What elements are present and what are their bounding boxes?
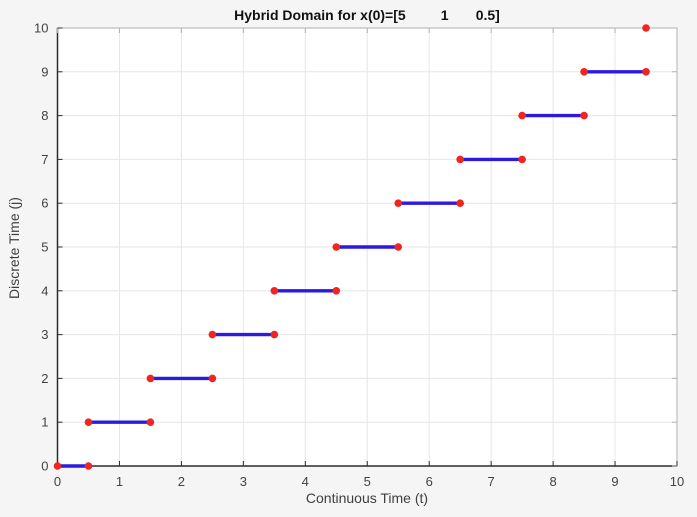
jump-marker [394, 199, 403, 207]
x-axis-label: Continuous Time (t) [305, 490, 429, 506]
jump-marker [456, 199, 464, 207]
jump-marker [84, 462, 93, 470]
jump-marker [394, 243, 403, 251]
jump-markers [53, 24, 650, 470]
x-tick-labels: 0 1 2 3 4 5 6 7 8 9 10 [54, 474, 684, 489]
jump-marker [53, 462, 62, 470]
jump-marker [84, 418, 93, 427]
svg-text:0: 0 [41, 459, 48, 474]
svg-text:9: 9 [611, 474, 618, 489]
svg-text:1: 1 [116, 474, 123, 489]
svg-text:4: 4 [41, 283, 48, 298]
svg-text:9: 9 [41, 64, 48, 79]
svg-text:3: 3 [240, 474, 247, 489]
svg-text:10: 10 [34, 21, 48, 36]
svg-text:5: 5 [41, 240, 48, 255]
svg-text:7: 7 [488, 474, 495, 489]
svg-text:6: 6 [41, 196, 48, 211]
jump-marker [146, 374, 155, 383]
svg-text:10: 10 [670, 474, 684, 489]
jump-marker [642, 24, 650, 32]
svg-text:2: 2 [41, 371, 48, 386]
jump-marker [332, 243, 341, 251]
jump-marker [580, 111, 588, 120]
svg-text:7: 7 [41, 152, 48, 167]
jump-marker [146, 418, 155, 427]
jump-marker [518, 111, 526, 120]
jump-marker [332, 287, 341, 295]
chart-title: Hybrid Domain for x(0)=[5 1 0.5] [234, 7, 500, 23]
svg-text:4: 4 [302, 474, 309, 489]
svg-text:3: 3 [41, 327, 48, 342]
jump-marker [456, 155, 464, 164]
jump-marker [270, 287, 279, 295]
svg-text:5: 5 [364, 474, 371, 489]
jump-marker [518, 155, 526, 164]
svg-text:0: 0 [54, 474, 61, 489]
jump-marker [642, 68, 650, 76]
jump-marker [208, 330, 217, 339]
jump-marker [580, 68, 588, 76]
svg-text:8: 8 [549, 474, 556, 489]
svg-text:2: 2 [178, 474, 185, 489]
y-tick-labels: 0 1 2 3 4 5 6 7 8 9 10 [34, 21, 48, 474]
svg-text:1: 1 [41, 415, 48, 430]
flow-segments [57, 70, 647, 468]
y-axis-label: Discrete Time (j) [6, 197, 22, 299]
svg-text:8: 8 [41, 108, 48, 123]
jump-marker [208, 374, 217, 383]
svg-text:6: 6 [426, 474, 433, 489]
jump-marker [270, 330, 279, 339]
